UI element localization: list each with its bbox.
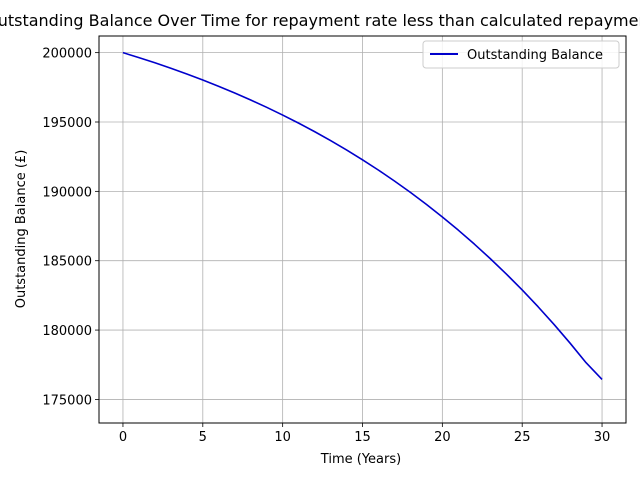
chart-title: Outstanding Balance Over Time for repaym… (0, 11, 640, 30)
y-tick-label: 195000 (42, 116, 92, 131)
y-axis: 175000 180000 185000 190000 195000 200000 (42, 47, 99, 408)
series-line (122, 51, 603, 381)
x-axis-label: Time (Years) (320, 452, 401, 467)
y-tick-label: 180000 (42, 324, 92, 339)
legend-box (422, 40, 620, 69)
x-axis: 0 5 10 15 20 25 30 (119, 423, 611, 445)
x-tick-label: 0 (119, 430, 127, 445)
legend-label: Outstanding Balance (467, 48, 603, 63)
y-tick-label: 185000 (42, 255, 92, 270)
x-tick-label: 15 (354, 430, 371, 445)
x-tick-label: 25 (514, 430, 531, 445)
series-layer (122, 51, 603, 381)
legend: Outstanding Balance (422, 40, 620, 69)
x-tick-label: 5 (199, 430, 207, 445)
y-axis-label: Outstanding Balance (£) (14, 150, 29, 309)
x-tick-label: 20 (434, 430, 451, 445)
x-tick-label: 10 (274, 430, 291, 445)
y-tick-label: 190000 (42, 185, 92, 200)
x-tick-label: 30 (594, 430, 611, 445)
y-tick-label: 175000 (42, 393, 92, 408)
y-tick-label: 200000 (42, 47, 92, 62)
